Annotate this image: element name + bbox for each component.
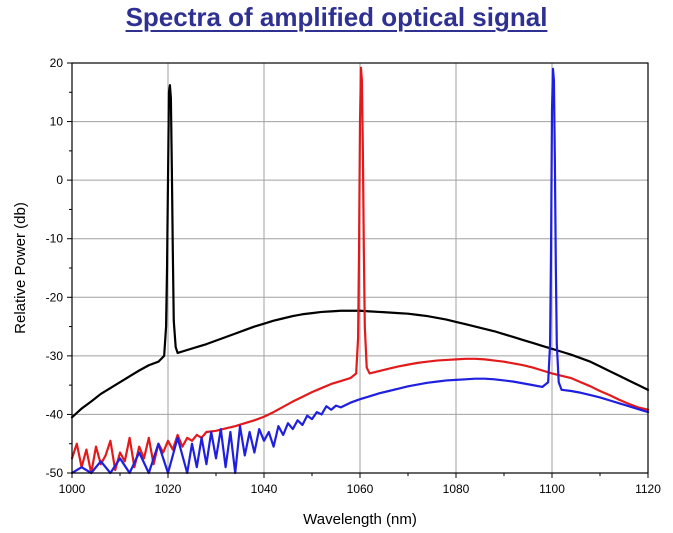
- series-line-1100: [70, 67, 650, 475]
- x-axis-label: Wavelength (nm): [303, 511, 417, 528]
- y-tick-label: 20: [50, 56, 64, 70]
- y-tick-label: 0: [56, 173, 63, 187]
- x-tick-label: 1080: [443, 482, 470, 496]
- y-tick-label: 10: [50, 115, 64, 129]
- x-tick-label: 1040: [251, 482, 278, 496]
- y-tick-label: -50: [46, 466, 64, 480]
- x-tick-label: 1000: [59, 482, 86, 496]
- y-tick-label: -40: [46, 407, 64, 421]
- series-line-1020: [70, 84, 650, 419]
- x-tick-label: 1120: [635, 482, 661, 496]
- x-tick-label: 1060: [347, 482, 374, 496]
- y-tick-label: -10: [46, 232, 64, 246]
- data-series: [70, 66, 650, 475]
- x-tick-label: 1100: [539, 482, 565, 496]
- axis-ticks: 1000 1020 1040 1060 1080 1100 1120 20 10 0 -10 -20 -…: [46, 56, 662, 496]
- y-axis-label: Relative Power (db): [12, 202, 29, 334]
- y-tick-label: -30: [46, 349, 64, 363]
- x-tick-label: 1020: [155, 482, 182, 496]
- chart-title: Spectra of amplified optical signal: [125, 2, 548, 32]
- y-tick-label: -20: [46, 290, 64, 304]
- series-line-1060: [70, 66, 650, 475]
